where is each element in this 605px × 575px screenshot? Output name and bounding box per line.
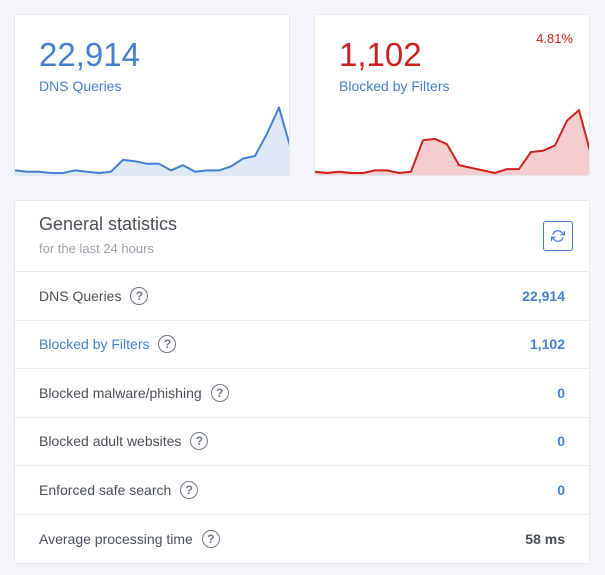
row-blocked-adult: Blocked adult websites ? 0 xyxy=(15,418,589,466)
blocked-filters-row-value: 1,102 xyxy=(529,336,565,353)
dns-queries-sparkline xyxy=(15,106,289,175)
blocked-filters-card: 4.81% 1,102 Blocked by Filters xyxy=(314,14,590,176)
general-statistics-card: General statistics for the last 24 hours… xyxy=(14,200,590,564)
blocked-adult-row-label: Blocked adult websites xyxy=(39,433,182,450)
refresh-icon xyxy=(551,230,565,242)
dns-queries-row-value: 22,914 xyxy=(522,287,565,304)
blocked-sparkline-area xyxy=(315,110,589,175)
general-statistics-subtitle: for the last 24 hours xyxy=(39,241,154,256)
general-statistics-title: General statistics xyxy=(39,214,178,234)
blocked-adult-row-value: 0 xyxy=(557,433,565,450)
help-icon[interactable]: ? xyxy=(130,286,149,305)
help-icon[interactable]: ? xyxy=(158,335,177,354)
dns-queries-label: DNS Queries xyxy=(39,78,122,94)
help-icon[interactable]: ? xyxy=(201,529,220,548)
general-statistics-header: General statistics for the last 24 hours xyxy=(15,201,589,272)
dns-queries-count: 22,914 xyxy=(39,36,140,73)
safe-search-row-value: 0 xyxy=(557,481,565,498)
dns-queries-sparkline-area xyxy=(15,107,289,175)
safe-search-row-label: Enforced safe search xyxy=(39,481,172,498)
avg-processing-row-label: Average processing time xyxy=(39,530,193,547)
refresh-button[interactable] xyxy=(543,221,573,251)
avg-processing-row-value: 58 ms xyxy=(525,530,565,547)
blocked-sparkline xyxy=(315,109,589,175)
row-blocked-filters: Blocked by Filters ? 1,102 xyxy=(15,321,589,369)
help-icon[interactable]: ? xyxy=(210,383,229,402)
blocked-filters-link[interactable]: Blocked by Filters xyxy=(39,336,150,353)
row-avg-processing: Average processing time ? 58 ms xyxy=(15,515,589,564)
row-blocked-malware: Blocked malware/phishing ? 0 xyxy=(15,369,589,418)
row-dns-queries: DNS Queries ? 22,914 xyxy=(15,272,589,321)
blocked-count: 1,102 xyxy=(339,36,422,73)
dns-queries-card: 22,914 DNS Queries xyxy=(14,14,290,176)
dns-queries-row-label: DNS Queries xyxy=(39,287,122,304)
blocked-percent: 4.81% xyxy=(536,31,573,46)
blocked-malware-row-label: Blocked malware/phishing xyxy=(39,384,202,401)
blocked-malware-row-value: 0 xyxy=(557,384,565,401)
row-safe-search: Enforced safe search ? 0 xyxy=(15,466,589,515)
help-icon[interactable]: ? xyxy=(180,480,199,499)
dns-queries-sparkline-line xyxy=(15,106,289,174)
statistics-list: DNS Queries ? 22,914 Blocked by Filters … xyxy=(15,272,589,563)
blocked-label[interactable]: Blocked by Filters xyxy=(339,78,450,94)
help-icon[interactable]: ? xyxy=(190,432,209,451)
blocked-sparkline-line xyxy=(315,109,589,174)
